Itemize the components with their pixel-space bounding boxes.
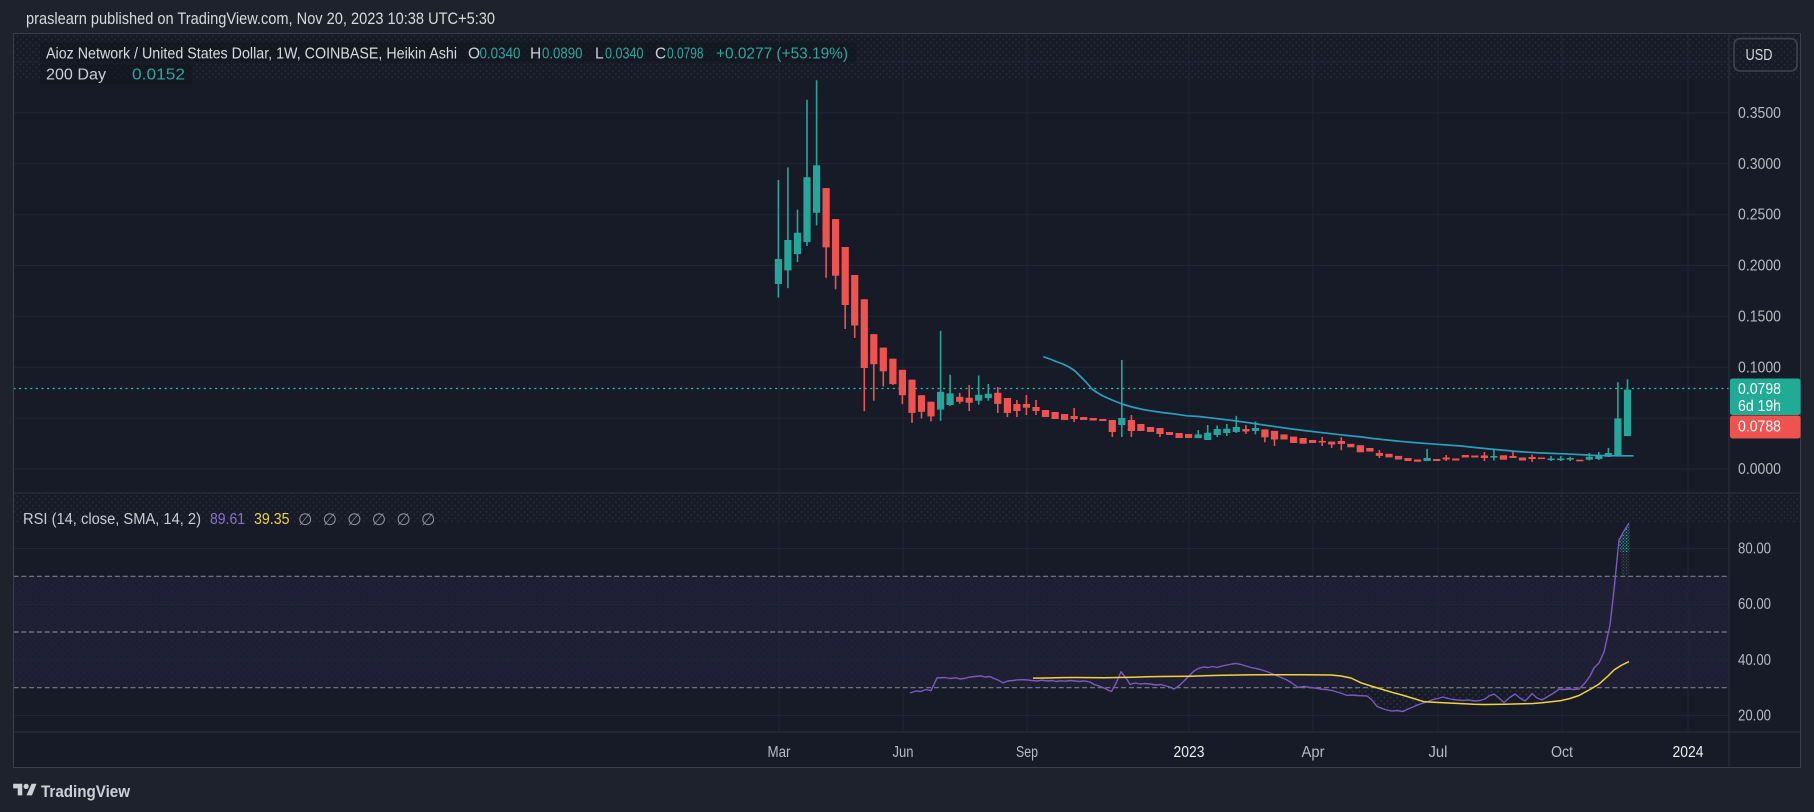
svg-text:2024: 2024 (1673, 744, 1704, 761)
svg-text:∅: ∅ (347, 511, 361, 529)
svg-text:39.35: 39.35 (254, 511, 290, 528)
svg-text:20.00: 20.00 (1738, 708, 1771, 725)
svg-text:0.3000: 0.3000 (1738, 156, 1781, 173)
svg-text:L: L (595, 46, 604, 63)
svg-text:∅: ∅ (421, 511, 435, 529)
svg-text:Mar: Mar (768, 744, 791, 761)
svg-text:Jul: Jul (1429, 744, 1448, 761)
svg-text:60.00: 60.00 (1738, 596, 1771, 613)
svg-text:2023: 2023 (1174, 744, 1205, 761)
svg-text:0.0340: 0.0340 (480, 46, 521, 63)
svg-text:80.00: 80.00 (1738, 541, 1771, 558)
svg-text:0.2500: 0.2500 (1738, 207, 1781, 224)
svg-text:TradingView: TradingView (41, 782, 131, 801)
svg-text:H: H (530, 46, 541, 63)
svg-text:0.0798: 0.0798 (1738, 381, 1781, 398)
svg-text:40.00: 40.00 (1738, 652, 1771, 669)
svg-text:praslearn published on Trading: praslearn published on TradingView.com, … (26, 10, 495, 28)
svg-text:Jun: Jun (893, 744, 914, 761)
svg-text:∅: ∅ (396, 511, 410, 529)
svg-text:O: O (468, 46, 480, 63)
svg-text:∅: ∅ (372, 511, 386, 529)
svg-text:∅: ∅ (298, 511, 312, 529)
svg-text:0.0890: 0.0890 (542, 46, 583, 63)
svg-text:0.0152: 0.0152 (132, 67, 185, 84)
svg-text:Apr: Apr (1302, 744, 1325, 761)
svg-text:0.1500: 0.1500 (1738, 308, 1781, 325)
svg-text:0.0000: 0.0000 (1738, 461, 1781, 478)
svg-text:∅: ∅ (323, 511, 337, 529)
svg-text:0.2000: 0.2000 (1738, 258, 1781, 275)
svg-text:Oct: Oct (1551, 744, 1574, 761)
svg-text:C: C (655, 46, 666, 63)
svg-text:Sep: Sep (1016, 744, 1038, 761)
svg-text:6d 19h: 6d 19h (1738, 398, 1781, 415)
svg-text:89.61: 89.61 (210, 511, 245, 528)
svg-text:0.1000: 0.1000 (1738, 359, 1781, 376)
svg-text:RSI (14, close, SMA, 14, 2): RSI (14, close, SMA, 14, 2) (23, 511, 201, 528)
svg-text:0.3500: 0.3500 (1738, 105, 1781, 122)
svg-text:0.0788: 0.0788 (1738, 419, 1781, 436)
svg-text:0.0340: 0.0340 (605, 46, 644, 63)
svg-text:0.0798: 0.0798 (667, 46, 704, 63)
svg-text:+0.0277 (+53.19%): +0.0277 (+53.19%) (716, 46, 848, 63)
svg-text:200 Day: 200 Day (46, 67, 106, 84)
svg-text:USD: USD (1746, 47, 1773, 64)
svg-text:Aioz Network / United States D: Aioz Network / United States Dollar, 1W,… (46, 46, 457, 63)
